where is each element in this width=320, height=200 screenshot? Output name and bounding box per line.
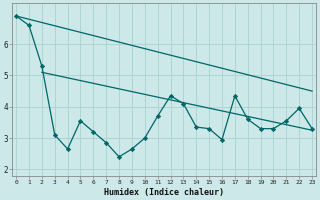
- X-axis label: Humidex (Indice chaleur): Humidex (Indice chaleur): [104, 188, 224, 197]
